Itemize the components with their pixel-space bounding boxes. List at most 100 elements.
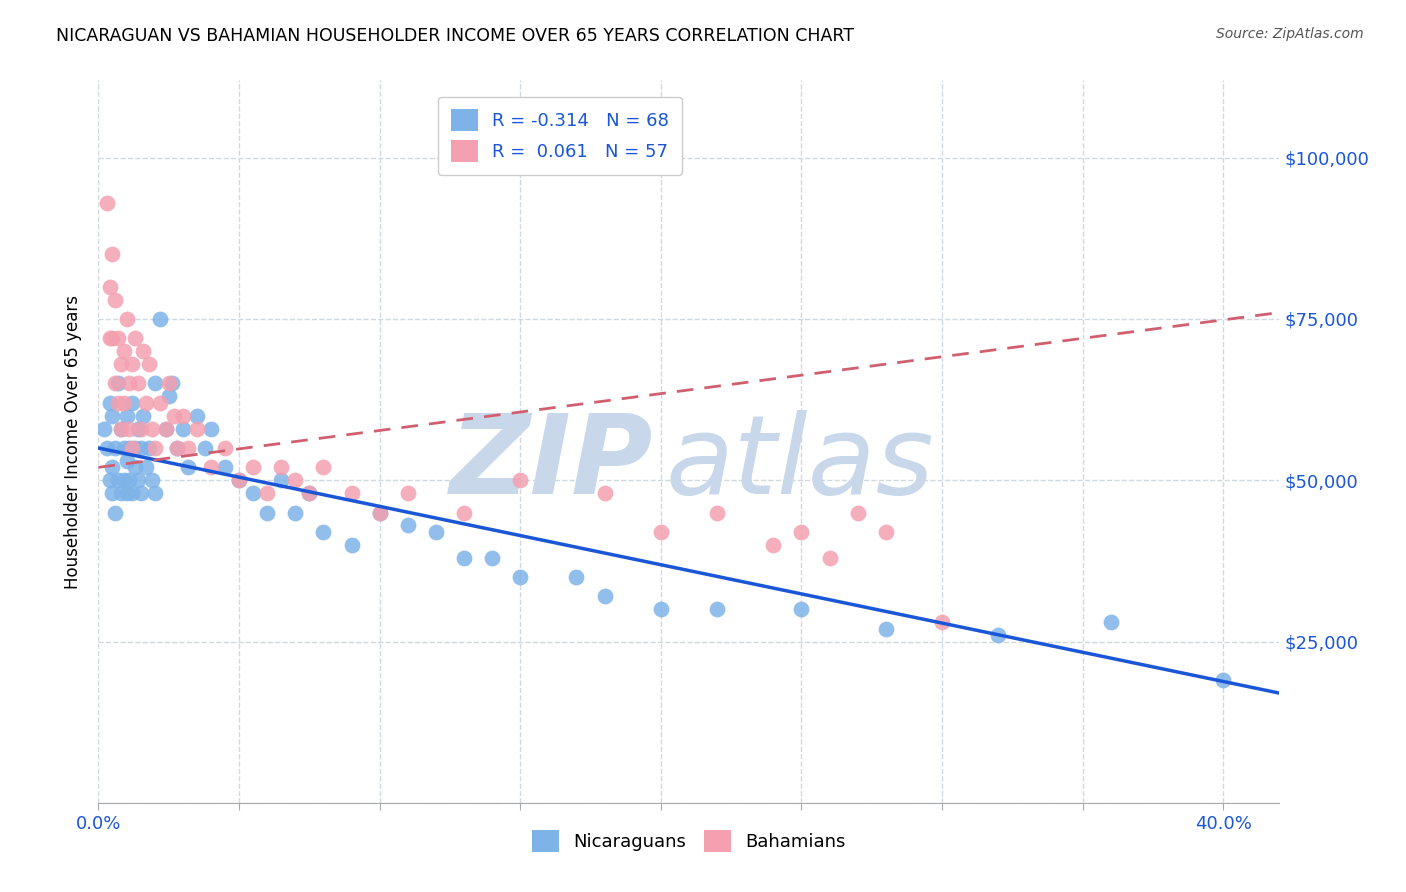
Point (242, 486, 264, 500)
Point (177, 460, 200, 475)
Point (177, 441, 200, 455)
Y-axis label: Householder Income Over 65 years: Householder Income Over 65 years (65, 294, 83, 589)
Point (107, 396, 129, 410)
Point (124, 331, 146, 345)
Point (790, 602, 813, 616)
Point (101, 460, 124, 475)
Point (101, 486, 124, 500)
Point (155, 422, 177, 436)
Point (127, 422, 149, 436)
Point (115, 454, 138, 468)
Point (112, 441, 135, 455)
Point (762, 538, 785, 552)
Point (104, 506, 127, 520)
Point (149, 396, 172, 410)
Point (124, 460, 146, 475)
Point (98, 396, 121, 410)
Point (107, 376, 129, 391)
Point (284, 506, 307, 520)
Point (127, 473, 149, 487)
Point (846, 506, 869, 520)
Point (818, 550, 841, 565)
Legend: Nicaraguans, Bahamians: Nicaraguans, Bahamians (524, 822, 853, 859)
Point (228, 473, 250, 487)
Point (141, 473, 163, 487)
Point (124, 441, 146, 455)
Point (186, 409, 208, 423)
Point (157, 376, 180, 391)
Point (706, 602, 728, 616)
Point (228, 473, 250, 487)
Point (214, 441, 236, 455)
Point (396, 518, 419, 533)
Point (118, 441, 141, 455)
Point (101, 247, 124, 261)
Point (706, 506, 728, 520)
Point (135, 460, 157, 475)
Point (1099, 615, 1122, 630)
Point (931, 615, 953, 630)
Point (298, 486, 321, 500)
Point (104, 441, 127, 455)
Point (112, 344, 135, 359)
Point (101, 409, 124, 423)
Point (1212, 673, 1234, 688)
Point (129, 486, 152, 500)
Point (509, 473, 531, 487)
Point (118, 422, 141, 436)
Point (115, 409, 138, 423)
Point (200, 460, 222, 475)
Point (104, 293, 127, 307)
Point (593, 486, 616, 500)
Point (242, 460, 264, 475)
Text: ZIP: ZIP (450, 409, 654, 516)
Point (194, 441, 217, 455)
Point (132, 409, 155, 423)
Point (121, 396, 143, 410)
Point (112, 396, 135, 410)
Point (166, 441, 188, 455)
Point (93, 422, 115, 436)
Point (790, 524, 813, 539)
Point (115, 486, 138, 500)
Text: atlas: atlas (665, 409, 934, 516)
Point (186, 422, 208, 436)
Text: NICARAGUAN VS BAHAMIAN HOUSEHOLDER INCOME OVER 65 YEARS CORRELATION CHART: NICARAGUAN VS BAHAMIAN HOUSEHOLDER INCOM… (56, 27, 855, 45)
Point (155, 422, 177, 436)
Point (96, 195, 118, 210)
Point (650, 524, 672, 539)
Point (368, 506, 391, 520)
Point (340, 538, 363, 552)
Point (163, 409, 186, 423)
Point (157, 389, 180, 403)
Point (270, 460, 292, 475)
Point (98, 279, 121, 293)
Point (110, 357, 132, 371)
Point (875, 622, 897, 636)
Point (149, 312, 172, 326)
Point (875, 524, 897, 539)
Point (143, 486, 166, 500)
Point (121, 441, 143, 455)
Point (160, 376, 183, 391)
Point (121, 486, 143, 500)
Point (143, 441, 166, 455)
Point (121, 357, 143, 371)
Point (270, 473, 292, 487)
Point (110, 422, 132, 436)
Point (112, 473, 135, 487)
Point (110, 486, 132, 500)
Point (143, 376, 166, 391)
Point (481, 550, 503, 565)
Point (166, 441, 188, 455)
Point (138, 357, 160, 371)
Point (141, 422, 163, 436)
Point (425, 524, 447, 539)
Point (138, 441, 160, 455)
Point (284, 473, 307, 487)
Point (565, 570, 588, 584)
Point (396, 486, 419, 500)
Point (214, 460, 236, 475)
Point (256, 486, 278, 500)
Point (200, 422, 222, 436)
